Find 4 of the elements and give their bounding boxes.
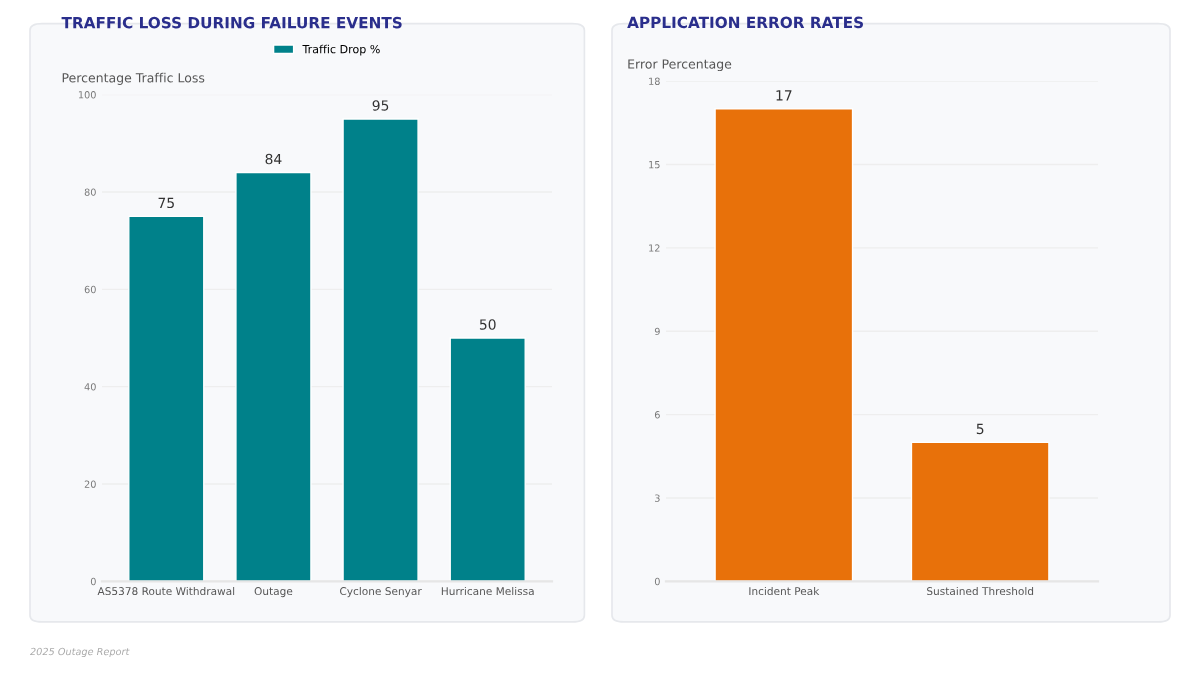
bar (128, 215, 205, 582)
bar (235, 171, 312, 582)
bar (342, 118, 419, 582)
bar (449, 337, 526, 582)
